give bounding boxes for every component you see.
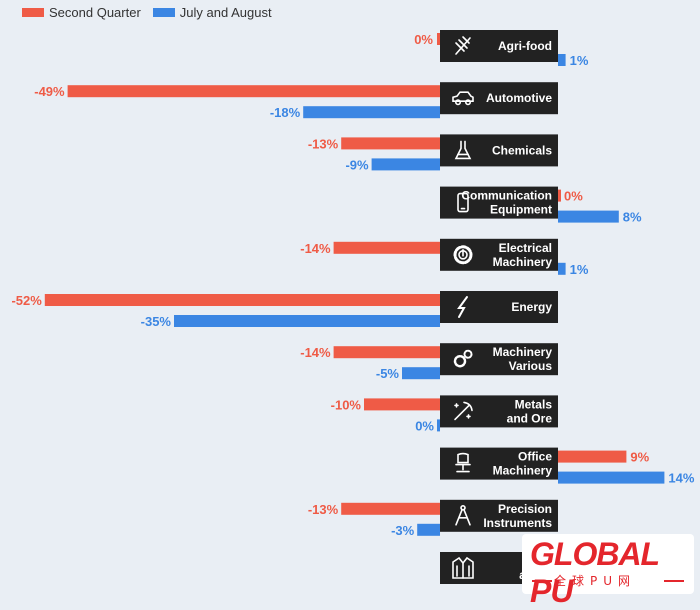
- bar-second-quarter-chemicals: [341, 137, 440, 150]
- bar-july-august-communication-equipment: [558, 210, 619, 223]
- bar-july-august-machinery-various: [402, 367, 440, 380]
- data-label-july-august-communication-equipment: 8%: [623, 210, 642, 225]
- logo-line-left: [532, 580, 552, 582]
- lightning-icon: [457, 296, 468, 318]
- data-label-july-august-machinery-various: -5%: [376, 366, 400, 381]
- bar-second-quarter-office-machinery: [558, 450, 627, 463]
- category-label-electrical-machinery-0: Electrical: [499, 241, 552, 255]
- jacket-icon: [452, 556, 474, 579]
- bar-second-quarter-electrical-machinery: [333, 241, 440, 254]
- data-label-second-quarter-communication-equipment: 0%: [564, 189, 583, 204]
- bar-july-august-agri-food: [558, 54, 566, 66]
- bar-second-quarter-machinery-various: [333, 346, 440, 359]
- data-label-second-quarter-precision-instruments: -13%: [308, 502, 339, 517]
- data-label-second-quarter-automotive: -49%: [34, 84, 65, 99]
- bar-july-august-metals-and-ore: [437, 419, 440, 432]
- category-label-chemicals-0: Chemicals: [492, 143, 552, 157]
- legend-label-july-august: July and August: [179, 5, 272, 20]
- legend-label-second-quarter: Second Quarter: [49, 5, 141, 20]
- pickaxe-icon: [454, 401, 473, 421]
- data-label-second-quarter-electrical-machinery: -14%: [300, 241, 331, 256]
- category-label-communication-equipment-0: Communication: [461, 189, 552, 203]
- bar-july-august-office-machinery: [558, 471, 665, 484]
- global-pu-logo: GLOBAL PU 全球PU网: [522, 534, 694, 609]
- flask-icon: [454, 140, 472, 160]
- data-label-july-august-metals-and-ore: 0%: [415, 418, 434, 433]
- category-label-agri-food-0: Agri-food: [498, 39, 552, 53]
- category-label-machinery-various-1: Various: [509, 359, 553, 373]
- data-label-july-august-automotive: -18%: [270, 105, 301, 120]
- bar-july-august-energy: [174, 315, 440, 327]
- bar-second-quarter-communication-equipment: [558, 189, 561, 202]
- data-label-second-quarter-office-machinery: 9%: [630, 450, 649, 465]
- phone-icon: [457, 192, 469, 213]
- legend-item-july-august: July and August: [152, 5, 272, 20]
- category-label-precision-instruments-1: Instruments: [483, 516, 552, 530]
- category-label-office-machinery-0: Office: [518, 450, 552, 464]
- category-label-metals-and-ore-1: and Ore: [507, 411, 553, 425]
- bar-second-quarter-precision-instruments: [341, 502, 440, 515]
- logo-line-right: [664, 580, 684, 582]
- bar-second-quarter-agri-food: [437, 33, 440, 45]
- bar-july-august-chemicals: [371, 158, 440, 171]
- bar-second-quarter-metals-and-ore: [364, 398, 440, 411]
- data-label-july-august-office-machinery: 14%: [668, 471, 694, 486]
- bar-july-august-electrical-machinery: [558, 262, 566, 275]
- data-label-july-august-electrical-machinery: 1%: [570, 262, 589, 277]
- bar-second-quarter-energy: [44, 294, 441, 306]
- data-label-second-quarter-machinery-various: -14%: [300, 345, 331, 360]
- data-label-second-quarter-agri-food: 0%: [414, 32, 433, 47]
- data-label-july-august-agri-food: 1%: [570, 53, 589, 68]
- category-label-energy-0: Energy: [511, 300, 552, 314]
- data-label-second-quarter-chemicals: -13%: [308, 136, 339, 151]
- power-icon: [453, 245, 473, 265]
- chair-icon: [455, 452, 471, 473]
- data-label-second-quarter-energy: -52%: [11, 293, 42, 308]
- bar-second-quarter-automotive: [67, 85, 440, 98]
- logo-subtext: 全球PU网: [554, 574, 637, 588]
- legend-swatch-july-august: [152, 8, 175, 17]
- category-label-machinery-various-0: Machinery: [493, 345, 553, 359]
- category-label-electrical-machinery-1: Machinery: [493, 255, 553, 269]
- car-icon: [452, 91, 474, 106]
- data-label-july-august-precision-instruments: -3%: [391, 523, 415, 538]
- category-label-automotive-0: Automotive: [486, 91, 552, 105]
- wheat-icon: [455, 36, 471, 55]
- category-box-machinery-various: [440, 343, 558, 376]
- data-label-second-quarter-metals-and-ore: -10%: [331, 397, 362, 412]
- legend-swatch-second-quarter: [22, 8, 44, 17]
- compass-icon: [455, 504, 471, 526]
- bar-july-august-precision-instruments: [417, 523, 440, 536]
- category-label-office-machinery-1: Machinery: [493, 464, 553, 478]
- bar-july-august-automotive: [303, 106, 440, 119]
- data-label-july-august-energy: -35%: [141, 314, 172, 329]
- category-label-metals-and-ore-0: Metals: [515, 397, 553, 411]
- category-box-metals-and-ore: [440, 395, 558, 428]
- category-box-communication-equipment: [440, 186, 558, 219]
- category-label-communication-equipment-1: Equipment: [490, 203, 552, 217]
- category-box-automotive: [440, 82, 558, 115]
- legend-item-second-quarter: Second Quarter: [22, 5, 141, 20]
- data-label-july-august-chemicals: -9%: [345, 157, 369, 172]
- chart-legend: Second Quarter July and August: [22, 5, 284, 20]
- gears-icon: [453, 349, 473, 368]
- category-label-precision-instruments-0: Precision: [498, 502, 552, 516]
- category-box-office-machinery: [440, 447, 558, 480]
